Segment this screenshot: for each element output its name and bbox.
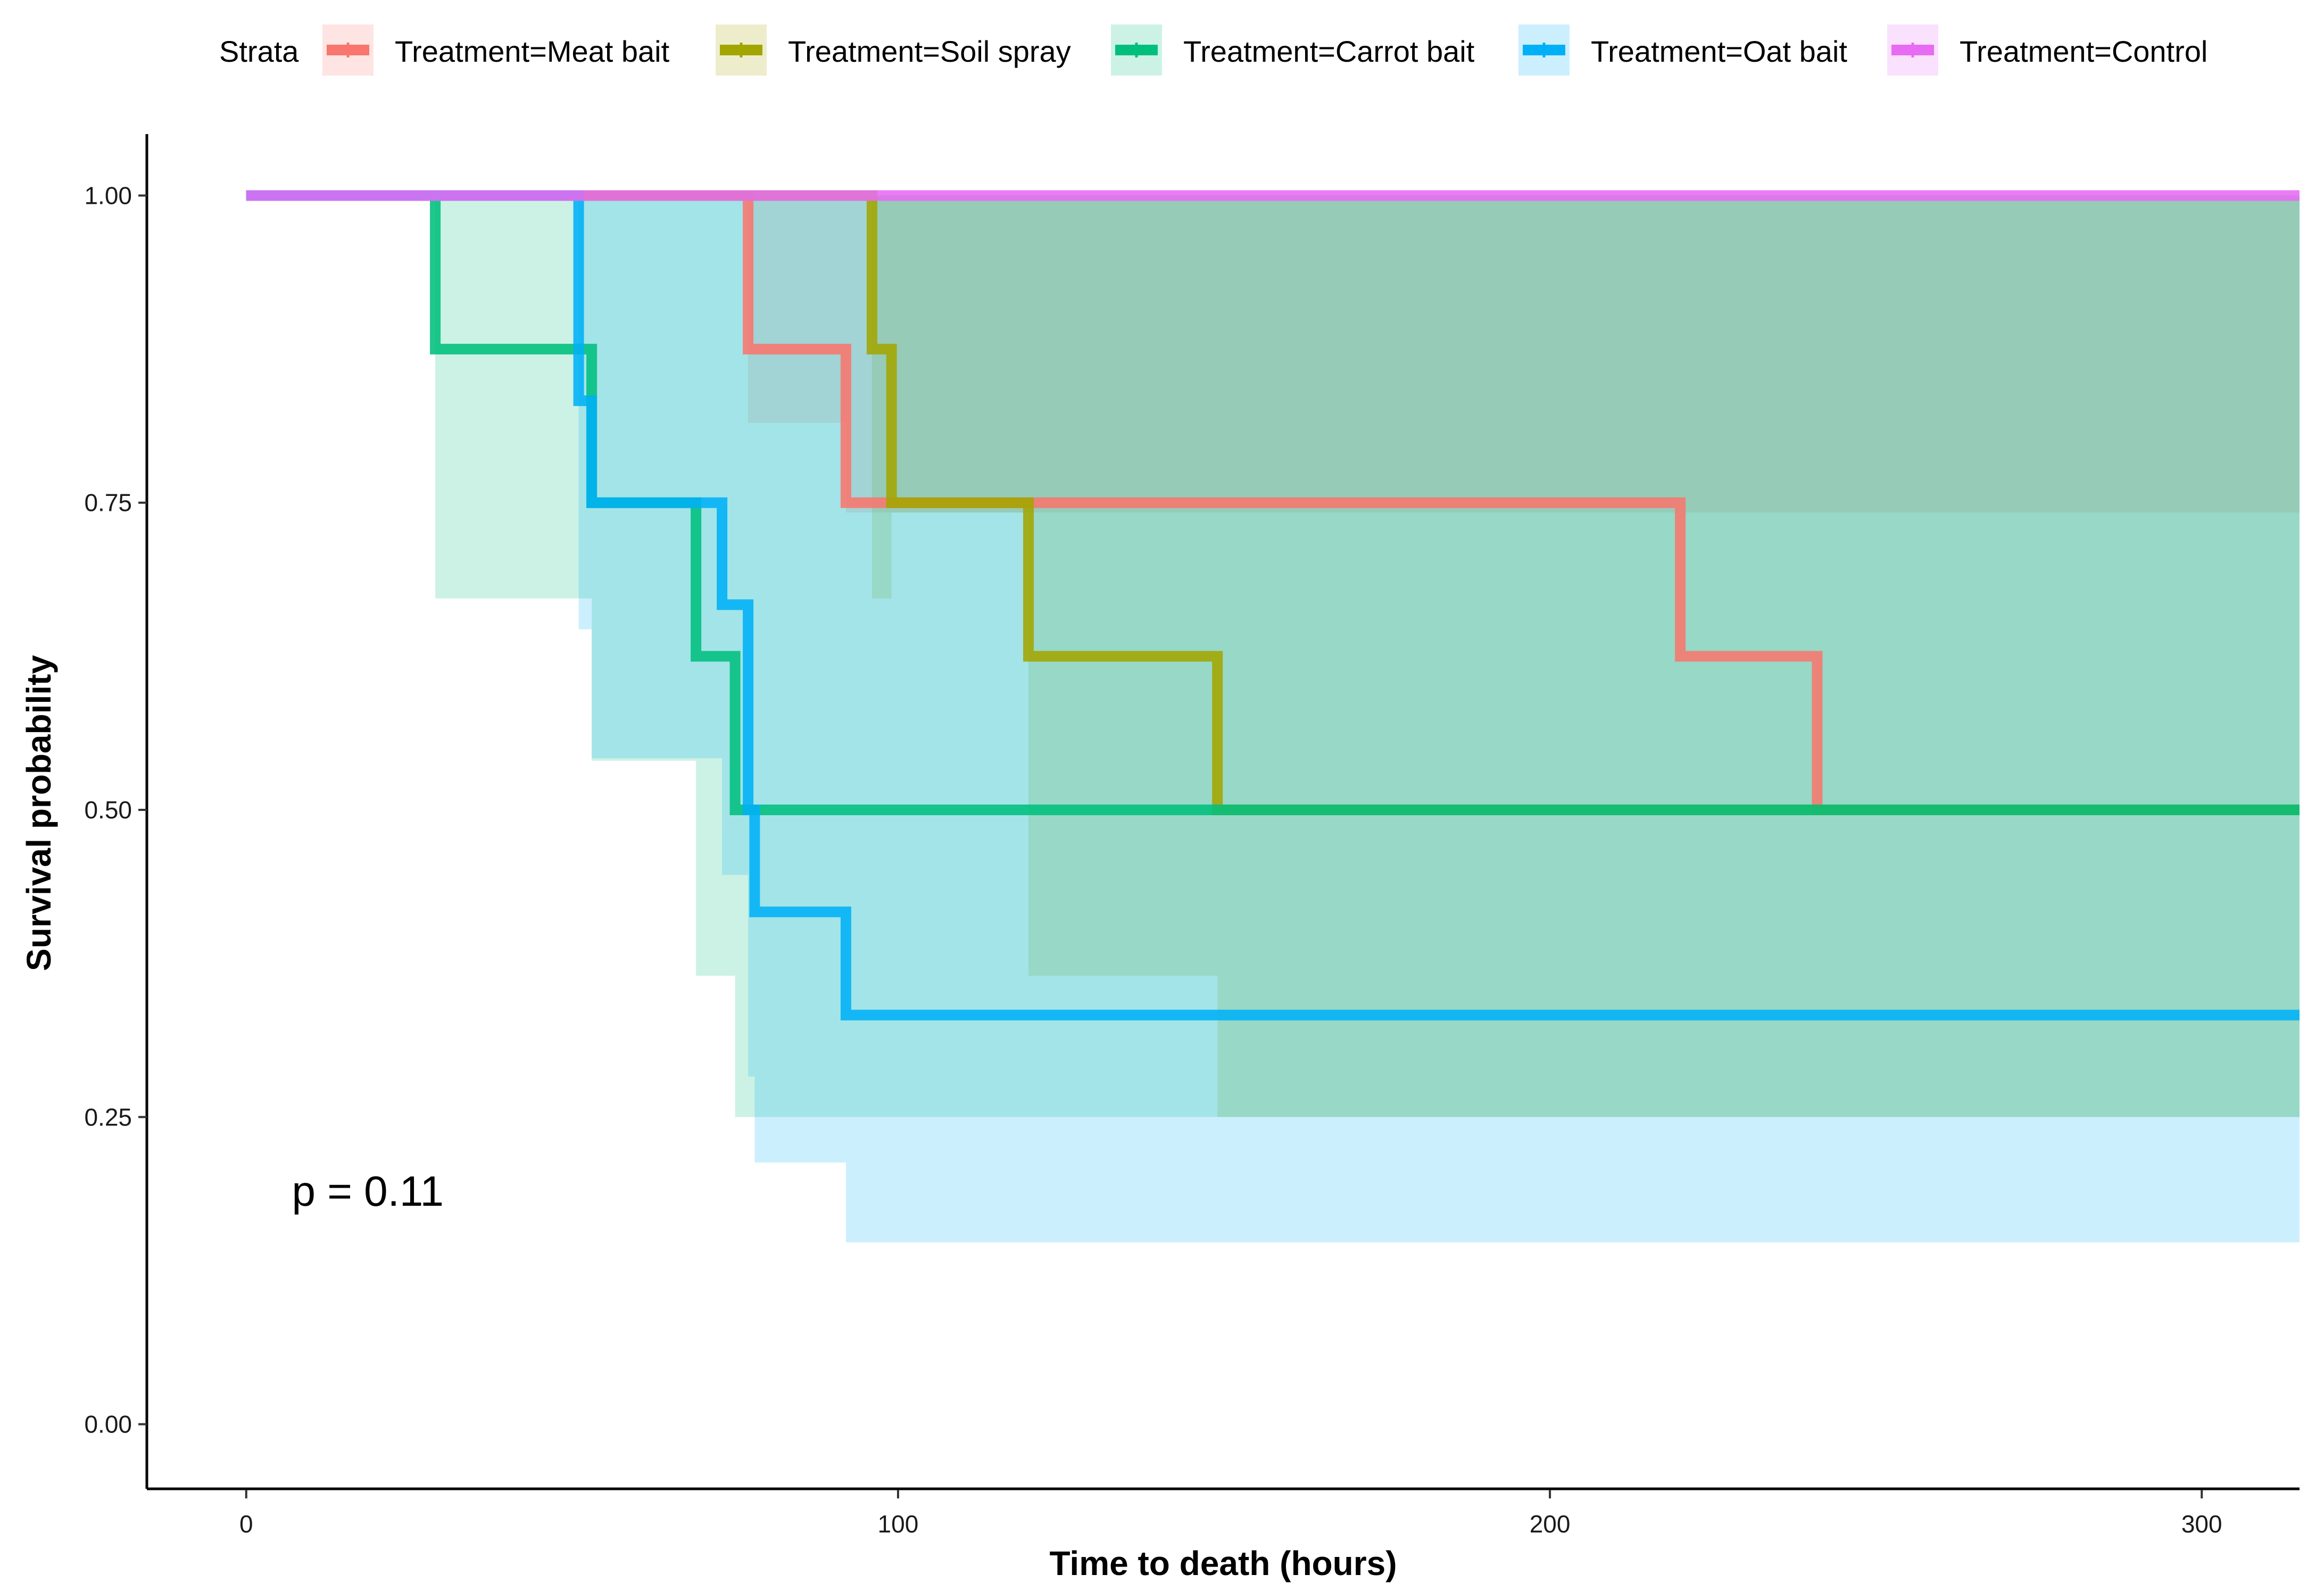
y-ticks: 0.00 0.25 0.50 0.75 1.00 <box>84 181 147 1438</box>
y-axis-title: Survival probability <box>20 655 58 971</box>
x-tick-label-0: 0 <box>239 1510 253 1538</box>
x-tick-label-1: 100 <box>878 1510 919 1538</box>
legend-label-1: Treatment=Soil spray <box>788 35 1071 68</box>
legend-label-4: Treatment=Control <box>1960 35 2207 68</box>
legend-label-3: Treatment=Oat bait <box>1591 35 1847 68</box>
survival-line-3 <box>246 190 2300 1021</box>
x-axis-title: Time to death (hours) <box>1049 1544 1397 1582</box>
ci-band-0 <box>246 195 2300 513</box>
p-value-annotation: p = 0.11 <box>292 1167 444 1215</box>
legend-label-2: Treatment=Carrot bait <box>1183 35 1475 68</box>
y-tick-label-2: 0.50 <box>84 796 132 824</box>
ci-band-3 <box>246 195 2300 1242</box>
survival-line-0 <box>246 190 2300 815</box>
y-tick-label-3: 0.75 <box>84 489 132 517</box>
legend: Strata Treatment=Meat bait Treatment=Soil… <box>219 24 2207 76</box>
survival-curves <box>246 190 2300 1021</box>
ci-band-1 <box>246 195 2300 1117</box>
x-ticks: 0 100 200 300 <box>239 1490 2222 1538</box>
legend-title: Strata <box>219 35 299 68</box>
y-tick-label-0: 0.00 <box>84 1411 132 1438</box>
axes <box>145 134 2300 1490</box>
survival-line-1 <box>246 190 2300 815</box>
x-tick-label-2: 200 <box>1530 1510 1571 1538</box>
y-tick-label-1: 0.25 <box>84 1103 132 1131</box>
x-tick-label-3: 300 <box>2181 1510 2222 1538</box>
legend-label-0: Treatment=Meat bait <box>395 35 670 68</box>
y-tick-label-4: 1.00 <box>84 181 132 209</box>
